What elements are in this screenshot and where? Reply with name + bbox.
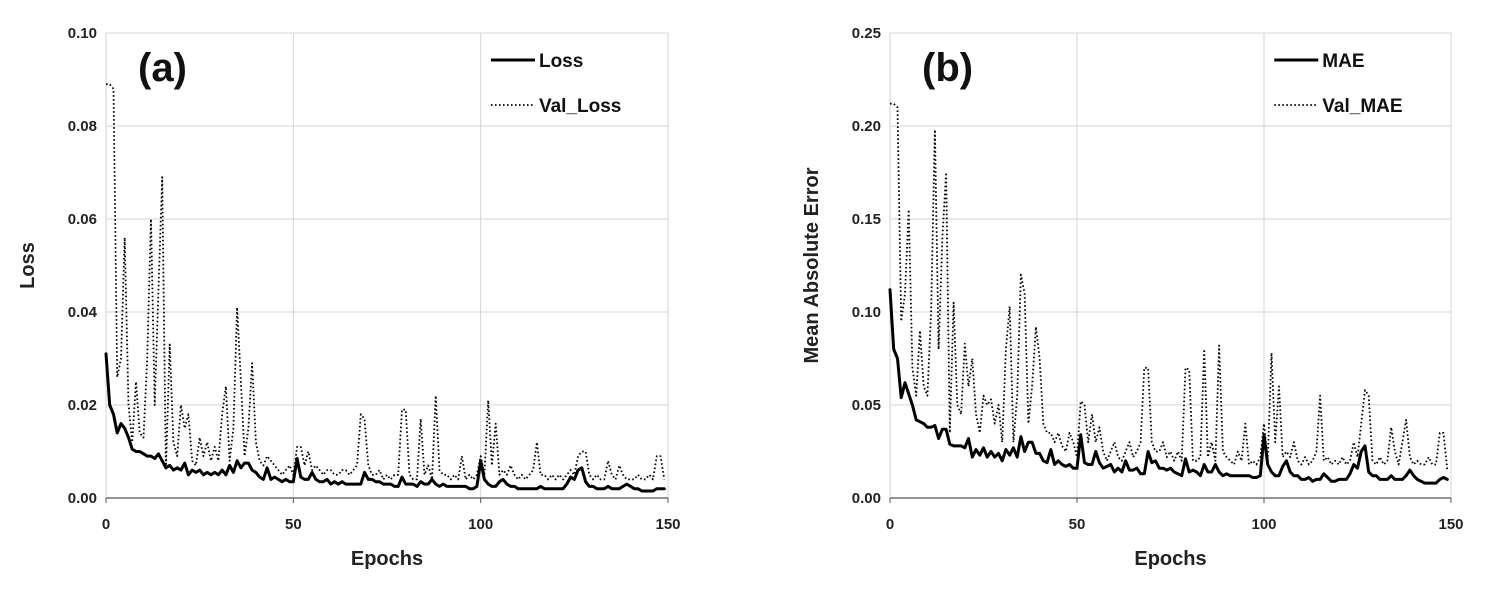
y-tick-label: 0.00 [68, 490, 97, 507]
series-line-val-loss [106, 83, 666, 481]
legend-label-mae: MAE [1322, 51, 1364, 72]
series-layer-b [888, 102, 1449, 485]
y-tick-label: 0.04 [68, 304, 98, 321]
chart-panel-a: 0.00 0.02 0.04 0.06 0.08 0.10 0 50 100 150 (a) Ep… [17, 25, 681, 570]
y-tick-label: 0.20 [852, 118, 881, 135]
x-tick-label: 150 [655, 516, 680, 533]
y-tick-label: 0.10 [68, 25, 97, 42]
series-layer-a [104, 83, 666, 493]
y-tick-label: 0.00 [852, 490, 881, 507]
y-axis-title-a: Loss [17, 242, 39, 289]
axes-a: 0.00 0.02 0.04 0.06 0.08 0.10 0 50 100 150 [68, 25, 681, 533]
gridlines-b [890, 32, 1452, 498]
legend-b: MAE Val_MAE [1274, 51, 1403, 117]
x-tick-label: 50 [1069, 516, 1086, 533]
legend-label-val-mae: Val_MAE [1322, 96, 1402, 117]
x-tick-label: 50 [285, 516, 302, 533]
x-tick-label: 0 [886, 516, 894, 533]
axes-b: 0.00 0.05 0.10 0.15 0.20 0.25 0 50 100 150 [852, 25, 1464, 533]
chart-panel-b: 0.00 0.05 0.10 0.15 0.20 0.25 0 50 100 150 (b) Ep… [801, 25, 1464, 570]
panel-label-b: (b) [922, 46, 973, 90]
y-tick-label: 0.08 [68, 118, 97, 135]
y-tick-label: 0.06 [68, 211, 97, 228]
x-tick-label: 100 [468, 516, 493, 533]
legend-a: Loss Val_Loss [490, 51, 621, 117]
x-tick-label: 100 [1251, 516, 1276, 533]
legend-label-val-loss: Val_Loss [539, 96, 621, 117]
series-line-mae [888, 288, 1449, 485]
series-line-val-mae [890, 102, 1449, 471]
y-tick-label: 0.05 [852, 397, 881, 414]
y-tick-label: 0.15 [852, 211, 881, 228]
panel-label-a: (a) [138, 46, 187, 90]
y-axis-title-b: Mean Absolute Error [801, 167, 823, 363]
series-line-loss [104, 352, 666, 493]
legend-label-loss: Loss [539, 51, 583, 72]
y-tick-label: 0.10 [852, 304, 881, 321]
x-tick-label: 0 [102, 516, 110, 533]
x-tick-label: 150 [1438, 516, 1463, 533]
y-tick-label: 0.25 [852, 25, 881, 42]
gridlines-a [106, 32, 669, 498]
x-axis-title-a: Epochs [351, 548, 423, 570]
x-axis-title-b: Epochs [1134, 548, 1206, 570]
y-tick-label: 0.02 [68, 397, 97, 414]
